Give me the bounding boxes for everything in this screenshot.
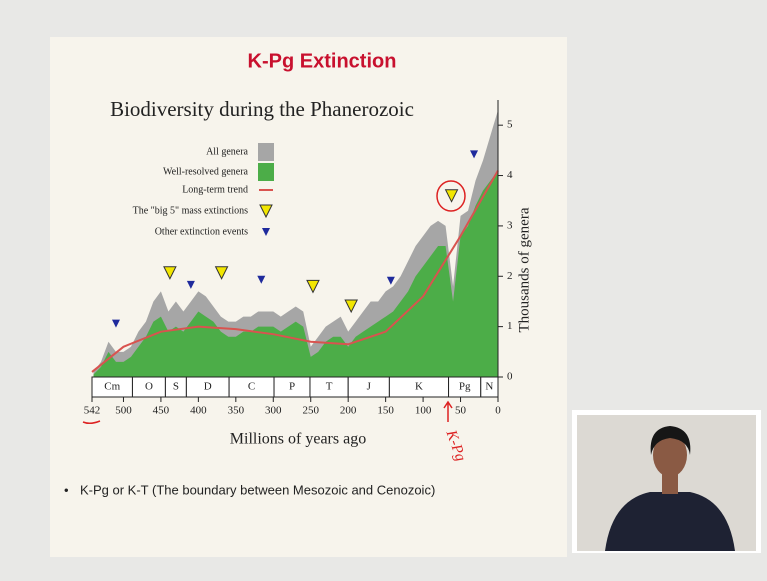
y-axis-label: Thousands of genera — [516, 207, 532, 332]
period-label: Cm — [104, 381, 120, 393]
period-label: D — [204, 381, 212, 393]
period-label: S — [173, 381, 179, 393]
x-tick-label: 50 — [455, 405, 467, 417]
legend-swatch — [258, 143, 274, 161]
bullet-dot: • — [64, 482, 69, 497]
x-tick-label: 400 — [190, 405, 207, 417]
legend-label: Long-term trend — [182, 184, 248, 195]
x-tick-label: 200 — [340, 405, 357, 417]
period-label: C — [248, 381, 255, 393]
period-label: Pg — [459, 381, 471, 393]
x-tick-label: 500 — [115, 405, 132, 417]
x-tick-label: 542 — [84, 405, 101, 417]
x-tick-label: 100 — [415, 405, 432, 417]
period-label: O — [145, 381, 153, 393]
chart-title: Biodiversity during the Phanerozoic — [110, 97, 414, 121]
legend-label: Well-resolved genera — [163, 166, 249, 177]
y-tick-label: 5 — [507, 119, 513, 131]
y-tick-label: 2 — [507, 270, 513, 282]
x-tick-label: 450 — [153, 405, 170, 417]
period-label: P — [289, 381, 295, 393]
legend-label: The "big 5" mass extinctions — [133, 205, 248, 216]
y-tick-label: 4 — [507, 169, 513, 181]
x-tick-label: 350 — [228, 405, 245, 417]
y-tick-label: 3 — [507, 219, 513, 231]
y-tick-label: 1 — [507, 320, 513, 332]
screen: K-Pg Extinction Biodiversity during the … — [0, 0, 767, 581]
x-axis-label: Millions of years ago — [230, 431, 366, 448]
period-label: K — [415, 381, 423, 393]
legend-label: Other extinction events — [155, 226, 248, 237]
period-label: T — [326, 381, 333, 393]
bullet-text: K-Pg or K-T (The boundary between Mesozo… — [80, 482, 435, 497]
slide-title: K-Pg Extinction — [248, 50, 397, 72]
period-label: J — [367, 381, 372, 393]
y-tick-label: 0 — [507, 371, 513, 383]
x-tick-label: 250 — [302, 405, 319, 417]
x-tick-label: 150 — [377, 405, 394, 417]
period-label: N — [485, 381, 493, 393]
x-tick-label: 0 — [495, 405, 501, 417]
page: K-Pg Extinction Biodiversity during the … — [0, 0, 767, 581]
legend-label: All genera — [206, 146, 248, 157]
legend-swatch — [258, 163, 274, 181]
x-tick-label: 300 — [265, 405, 282, 417]
